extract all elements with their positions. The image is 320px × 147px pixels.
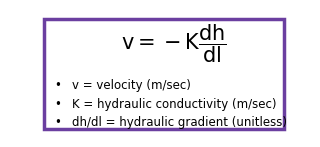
Text: •: • [54, 116, 61, 129]
Text: K = hydraulic conductivity (m/sec): K = hydraulic conductivity (m/sec) [72, 98, 277, 111]
FancyBboxPatch shape [44, 19, 284, 129]
Text: dh/dl = hydraulic gradient (unitless): dh/dl = hydraulic gradient (unitless) [72, 116, 287, 129]
Text: v = velocity (m/sec): v = velocity (m/sec) [72, 79, 191, 92]
Text: •: • [54, 79, 61, 92]
Text: •: • [54, 98, 61, 111]
Text: $\mathrm{v = -K\dfrac{dh}{dl}}$: $\mathrm{v = -K\dfrac{dh}{dl}}$ [121, 22, 227, 65]
